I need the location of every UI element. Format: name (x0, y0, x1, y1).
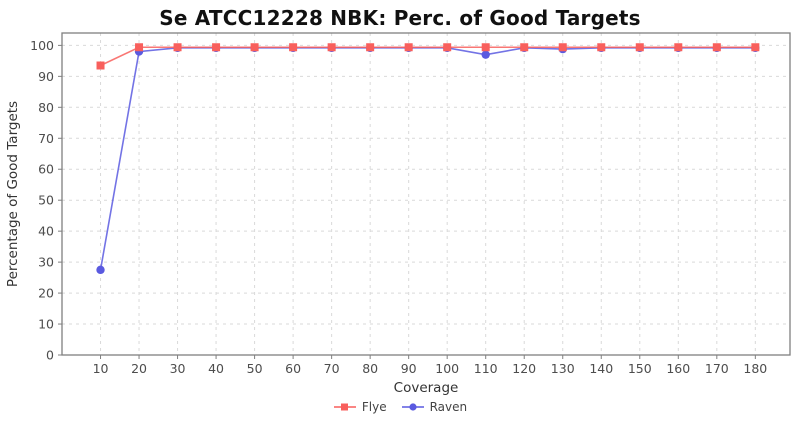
flye-data-marker (289, 43, 298, 52)
chart-plot-area: 10 20 30 40 50 60 70 80 90 100 110 120 130 140 150 160 1… (5, 32, 791, 396)
x-tick-label: 160 (666, 361, 690, 376)
legend-item-raven: Raven (401, 400, 468, 414)
y-tick-label: 80 (38, 100, 54, 115)
flye-data-marker (327, 43, 336, 52)
flye-data-marker (481, 43, 490, 52)
flye-data-marker (751, 43, 760, 52)
chart-title: Se ATCC12228 NBK: Perc. of Good Targets (159, 6, 641, 30)
y-tick-label: 50 (38, 193, 54, 208)
raven-data-marker (481, 50, 490, 59)
x-tick-label: 110 (474, 361, 498, 376)
x-tick-label: 90 (401, 361, 417, 376)
flye-data-marker (366, 43, 375, 52)
flye-data-marker (674, 43, 683, 52)
legend-item-flye: Flye (333, 400, 387, 414)
x-tick-label: 150 (628, 361, 652, 376)
flye-data-marker (96, 61, 105, 70)
y-tick-label: 40 (38, 224, 54, 239)
flye-data-marker (520, 43, 529, 52)
x-tick-label: 40 (208, 361, 224, 376)
legend-label-flye: Flye (361, 400, 387, 414)
flye-data-marker (135, 43, 144, 52)
x-tick-label: 180 (743, 361, 767, 376)
raven-data-marker (96, 265, 105, 275)
raven-series-line (99, 47, 756, 270)
x-tick-label: 170 (705, 361, 729, 376)
raven-line-marker-icon (401, 403, 424, 411)
x-tick-label: 50 (247, 361, 263, 376)
y-axis-label: Percentage of Good Targets (5, 101, 21, 287)
flye-data-marker (404, 43, 413, 52)
x-tick-label: 140 (589, 361, 613, 376)
x-tick-label: 130 (551, 361, 575, 376)
flye-data-marker (250, 43, 259, 52)
y-tick-label: 60 (38, 162, 54, 177)
chart-legend: Flye Raven (0, 400, 800, 414)
flye-line-marker-icon (333, 403, 356, 411)
y-tick-label: 10 (38, 317, 54, 332)
x-tick-label: 20 (131, 361, 147, 376)
x-tick-label: 120 (512, 361, 536, 376)
flye-data-marker (712, 43, 721, 52)
x-tick-label: 30 (170, 361, 186, 376)
y-tick-label: 100 (30, 38, 54, 53)
plot-border (61, 32, 791, 356)
y-tick-label: 30 (38, 255, 54, 270)
y-tick-label: 70 (38, 131, 54, 146)
flye-data-marker (443, 43, 452, 52)
flye-data-marker (558, 43, 567, 52)
x-tick-label: 80 (362, 361, 378, 376)
x-tick-label: 70 (324, 361, 340, 376)
x-tick-label: 100 (435, 361, 459, 376)
flye-data-marker (212, 43, 221, 52)
flye-data-marker (173, 43, 182, 52)
flye-data-marker (597, 43, 606, 52)
x-axis-label: Coverage (394, 380, 459, 396)
y-tick-label: 90 (38, 69, 54, 84)
flye-series-line (100, 46, 756, 67)
y-tick-label: 20 (38, 286, 54, 301)
legend-label-raven: Raven (429, 400, 468, 414)
x-tick-label: 60 (285, 361, 301, 376)
flye-data-marker (635, 43, 644, 52)
y-tick-label: 0 (46, 348, 54, 363)
x-tick-label: 10 (93, 361, 109, 376)
